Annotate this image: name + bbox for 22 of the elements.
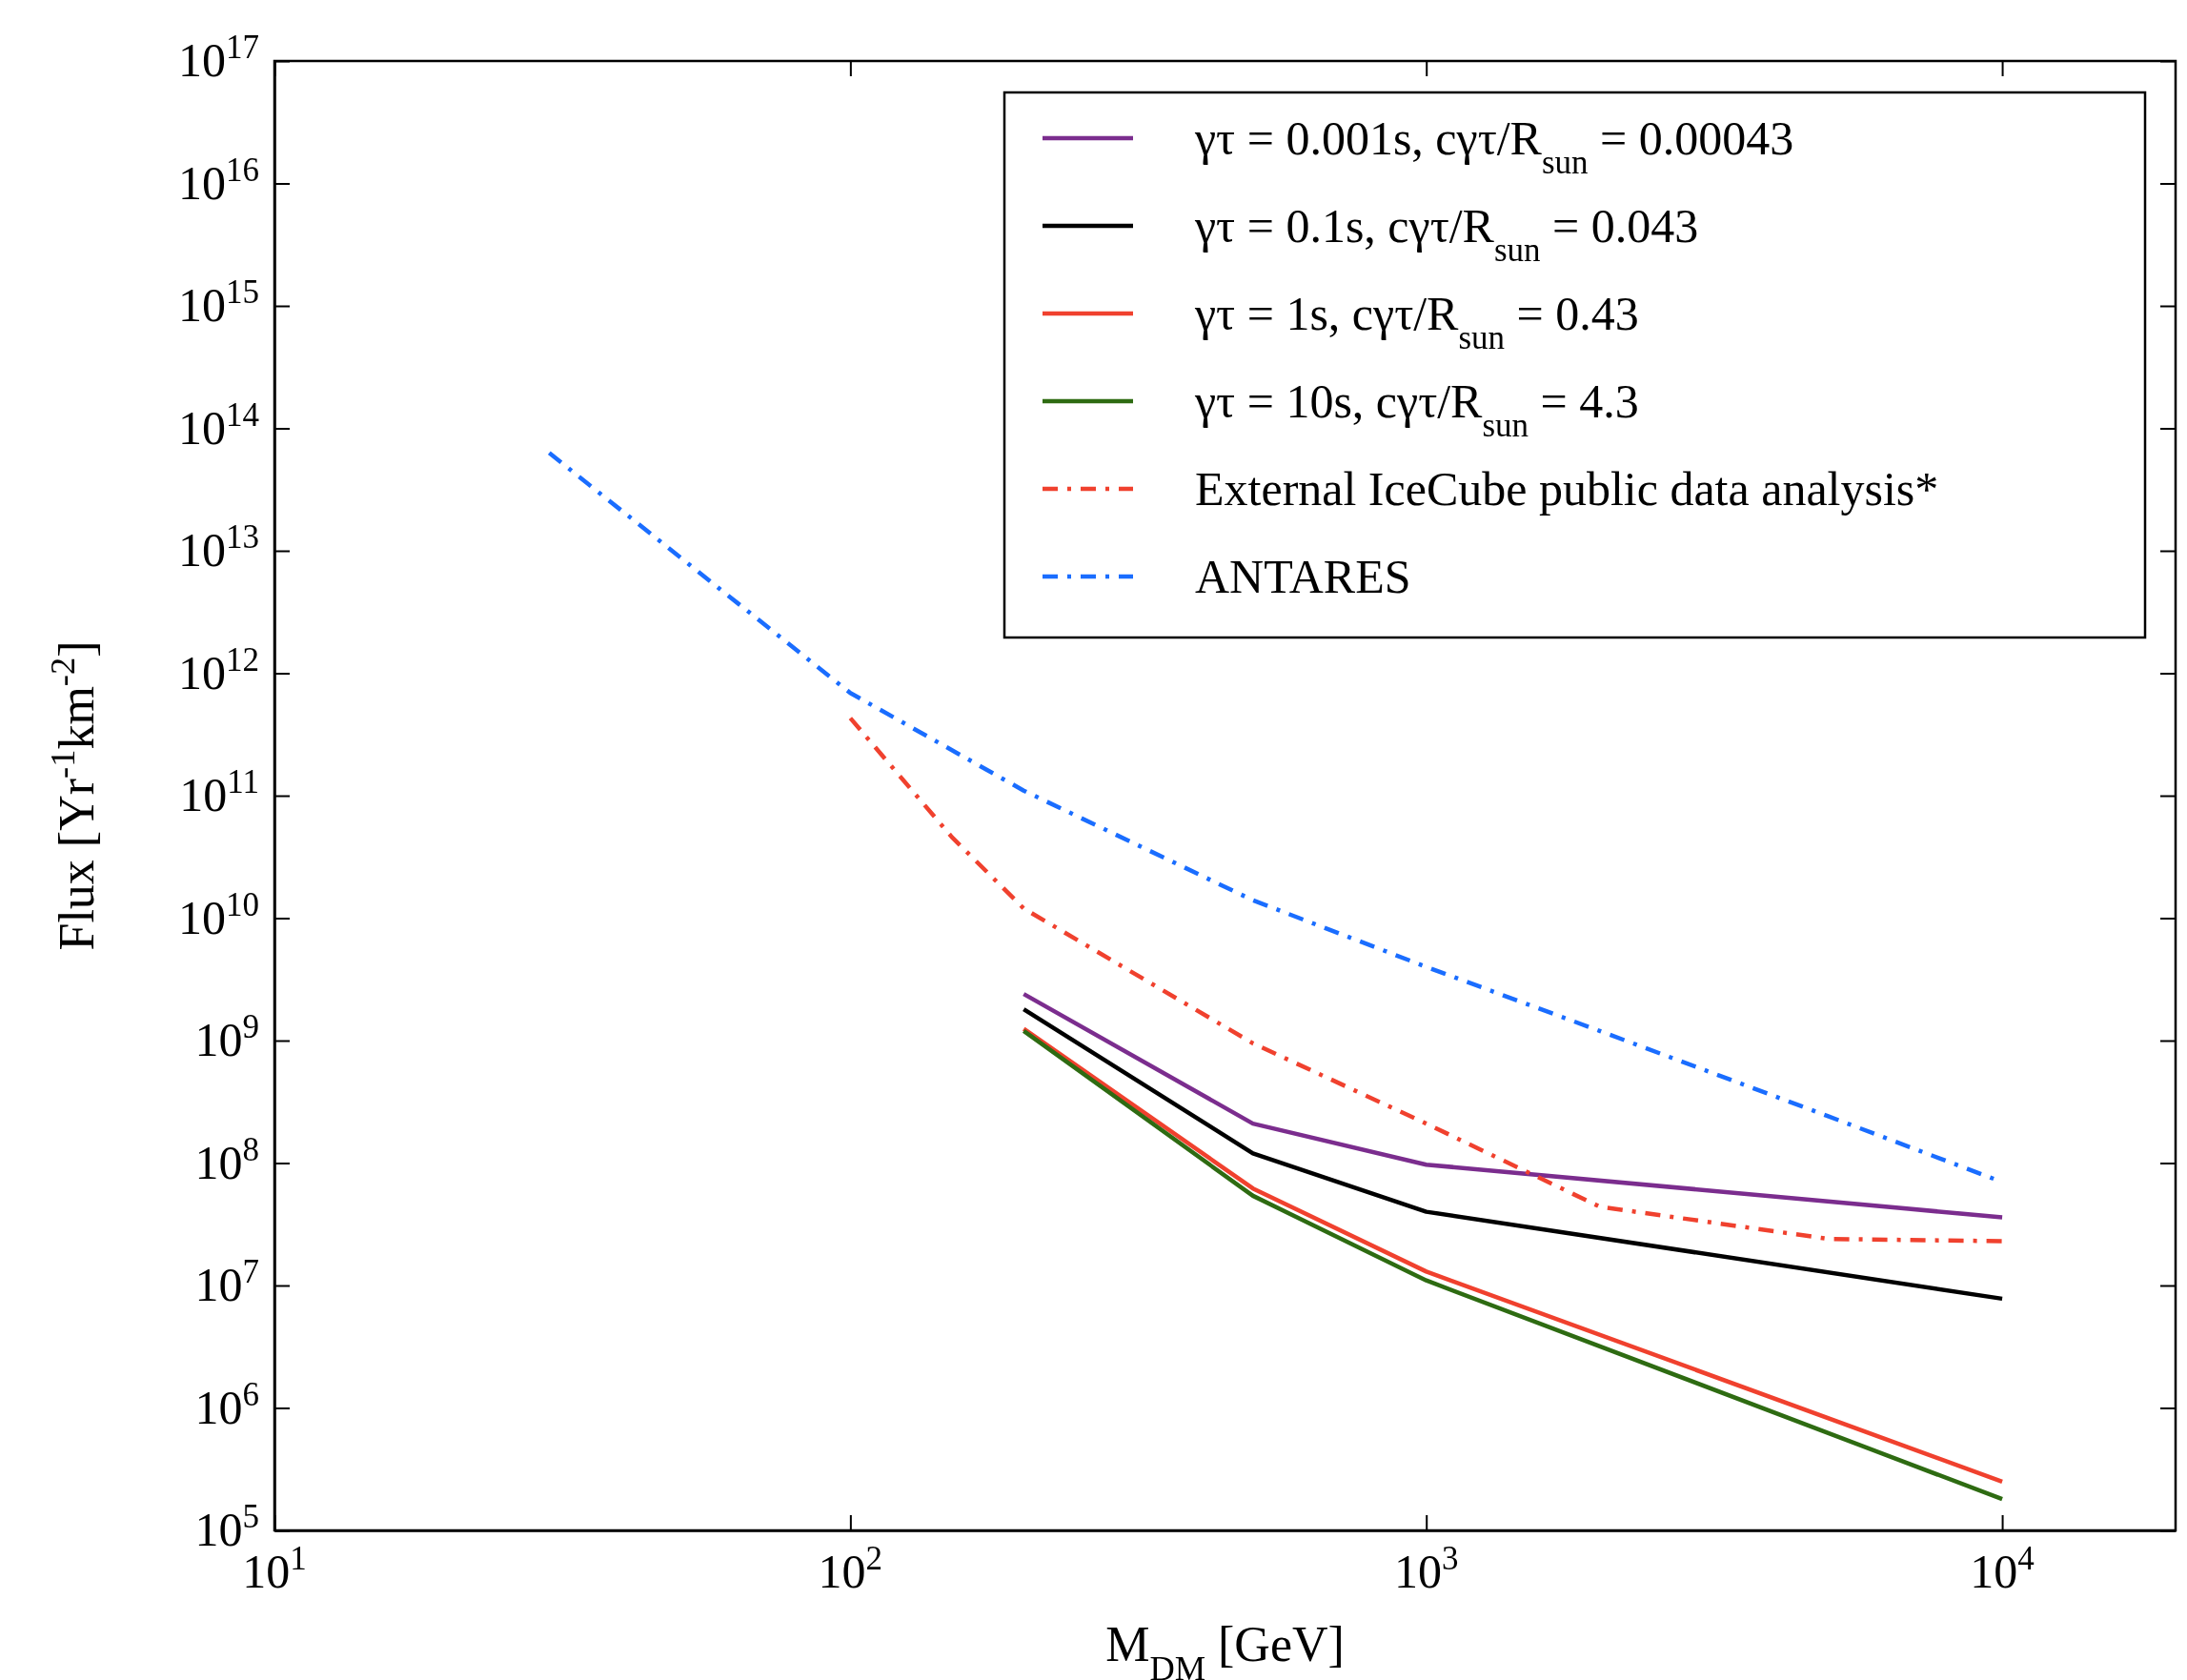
y-tick-label: 10$^{10}$ — [178, 885, 259, 944]
legend-label: γτ = 1s, cγτ/R$_{sun}$ = 0.43 — [1194, 287, 1639, 356]
x-axis-title: M$_{DM}$ [GeV] — [1105, 1617, 1345, 1680]
y-tick-label: 10$^{14}$ — [178, 395, 259, 455]
y-tick-label: 10$^{17}$ — [178, 28, 259, 87]
y-tick-label: 10$^{16}$ — [178, 151, 259, 210]
y-tick-label: 10$^{6}$ — [194, 1375, 259, 1434]
y-tick-label: 10$^{11}$ — [179, 762, 259, 821]
legend-label: γτ = 0.001s, cγτ/R$_{sun}$ = 0.00043 — [1194, 111, 1794, 181]
y-tick-label: 10$^{8}$ — [194, 1130, 259, 1189]
legend-label: γτ = 10s, cγτ/R$_{sun}$ = 4.3 — [1194, 374, 1639, 444]
legend-label: ANTARES — [1195, 550, 1411, 603]
y-tick-label: 10$^{15}$ — [178, 273, 259, 332]
y-tick-label: 10$^{13}$ — [178, 517, 259, 577]
x-tick-label: 10$^{3}$ — [1393, 1539, 1459, 1598]
x-tick-label: 10$^{4}$ — [1970, 1539, 2035, 1598]
y-tick-label: 10$^{9}$ — [194, 1007, 259, 1066]
y-tick-label: 10$^{12}$ — [178, 640, 259, 699]
x-tick-label: 10$^{2}$ — [818, 1539, 883, 1598]
y-tick-label: 10$^{7}$ — [194, 1252, 259, 1311]
legend-label: External IceCube public data analysis* — [1195, 462, 1939, 516]
legend-label: γτ = 0.1s, cγτ/R$_{sun}$ = 0.043 — [1194, 199, 1699, 269]
